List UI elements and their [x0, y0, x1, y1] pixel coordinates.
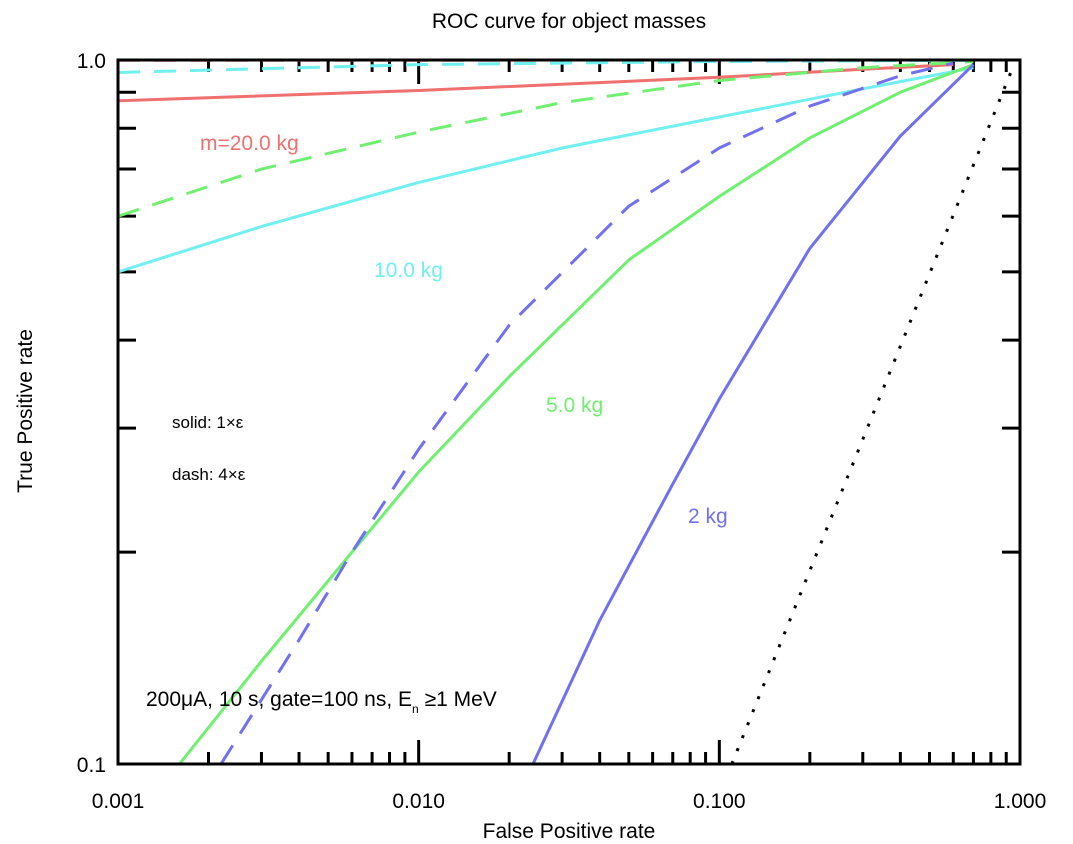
- series-label-2kg: 2 kg: [688, 505, 728, 529]
- series-label-20kg: m=20.0 kg: [200, 132, 299, 156]
- series-line-2-solid: [118, 68, 973, 272]
- y-tick-label: 0.1: [77, 754, 106, 777]
- legend-dash-note: dash: 4×ε: [172, 465, 245, 485]
- x-tick-label: 0.010: [392, 790, 445, 813]
- x-axis-label: False Positive rate: [483, 820, 656, 843]
- conditions-note: 200μA, 10 s, gate=100 ns, En ≥1 MeV: [146, 688, 497, 712]
- chart-title: ROC curve for object masses: [432, 10, 706, 33]
- x-tick-label: 1.000: [994, 790, 1047, 813]
- x-tick-label: 0.001: [92, 790, 145, 813]
- conditions-text-end: ≥1 MeV: [419, 688, 497, 711]
- y-axis-label: True Positive rate: [14, 329, 37, 493]
- conditions-text: 200μA, 10 s, gate=100 ns, E: [146, 688, 412, 711]
- conditions-subscript: n: [412, 702, 419, 716]
- legend-solid-note: solid: 1×ε: [172, 413, 243, 433]
- series-label-10kg: 10.0 kg: [374, 259, 443, 283]
- y-tick-label: 1.0: [77, 50, 106, 73]
- x-tick-label: 0.100: [693, 790, 746, 813]
- series-label-5kg: 5.0 kg: [546, 394, 603, 418]
